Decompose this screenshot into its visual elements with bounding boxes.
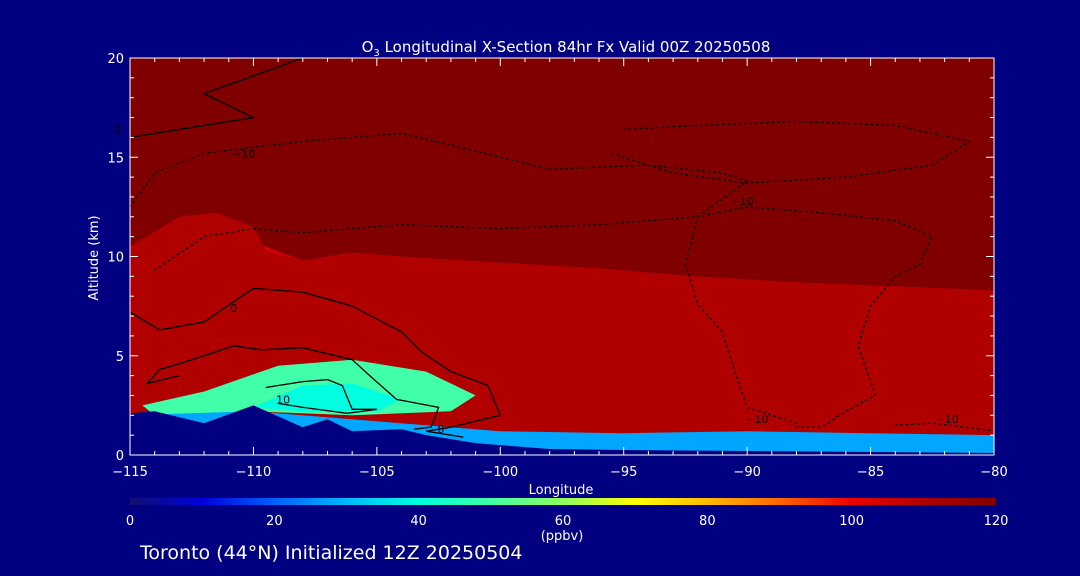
contour-label-3: 0: [438, 423, 445, 436]
x-tick-label: −90: [733, 465, 760, 480]
ozone-patch-2: [253, 383, 402, 412]
title-species: O: [362, 38, 374, 56]
colorbar-tick-label: 60: [555, 514, 572, 529]
y-tick-label: 15: [107, 151, 124, 166]
x-tick-label: −100: [482, 465, 518, 480]
title-species-subscript: 3: [373, 48, 379, 59]
contour-minus10-5: [130, 132, 749, 272]
contour-minus10-4: [265, 378, 377, 414]
contour-label-6: −10: [731, 195, 754, 208]
contour-label-7: −10: [745, 413, 768, 426]
ozone-shading: [130, 212, 994, 455]
y-axis-label: Altitude (km): [87, 215, 102, 300]
y-tick-label: 10: [107, 251, 124, 266]
colorbar-tick-label: 40: [410, 514, 427, 529]
contour-minus10-8: [894, 422, 994, 432]
y-tick-label: 20: [107, 52, 124, 67]
y-tick-label: 0: [116, 449, 124, 464]
contour-0-2: [130, 287, 502, 438]
x-tick-label: −85: [857, 465, 884, 480]
contour-label-5: −10: [232, 147, 255, 160]
footer-caption: Toronto (44°N) Initialized 12Z 20250504: [140, 542, 523, 564]
chart-title: O3 Longitudinal X-Section 84hr Fx Valid …: [362, 38, 771, 59]
x-tick-label: −115: [112, 465, 148, 480]
colorbar-ticks: 0 20 40 60 80 100 120: [126, 514, 1009, 529]
contour-minus10-7: [684, 206, 934, 428]
contour-label-1: 0: [114, 123, 121, 136]
contour-lines: [130, 58, 994, 438]
colorbar-tick-label: 100: [839, 514, 864, 529]
colorbar-tick-label: 20: [266, 514, 283, 529]
contour-minus10-6: [610, 120, 972, 184]
title-text: Longitudinal X-Section 84hr Fx Valid 00Z…: [380, 38, 771, 56]
contour-0-1: [130, 58, 313, 139]
colorbar-tick-label: 0: [126, 514, 134, 529]
y-axis-ticks: 0 5 10 15 20: [107, 52, 994, 464]
x-tick-label: −95: [610, 465, 637, 480]
colorbar-tick-label: 120: [984, 514, 1009, 529]
contour-label-4: 10: [276, 393, 290, 406]
contour-label-2: 0: [230, 302, 237, 315]
contour-labels: 0 0 0 10 −10 −10 −10 −10: [114, 123, 959, 436]
terrain-mask: [130, 405, 994, 455]
colorbar-tick-label: 80: [699, 514, 716, 529]
contour-0-3: [145, 345, 440, 430]
x-tick-label: −110: [236, 465, 272, 480]
colorbar: [130, 498, 996, 505]
x-axis-label: Longitude: [529, 483, 594, 498]
y-tick-label: 5: [116, 350, 124, 365]
x-tick-label: −80: [980, 465, 1007, 480]
x-tick-label: −105: [359, 465, 395, 480]
contour-label-8: −10: [935, 413, 958, 426]
x-axis-ticks: −115 −110 −105 −100 −95 −90 −85 −80: [112, 58, 1008, 480]
colorbar-unit-label: (ppbv): [541, 529, 584, 544]
